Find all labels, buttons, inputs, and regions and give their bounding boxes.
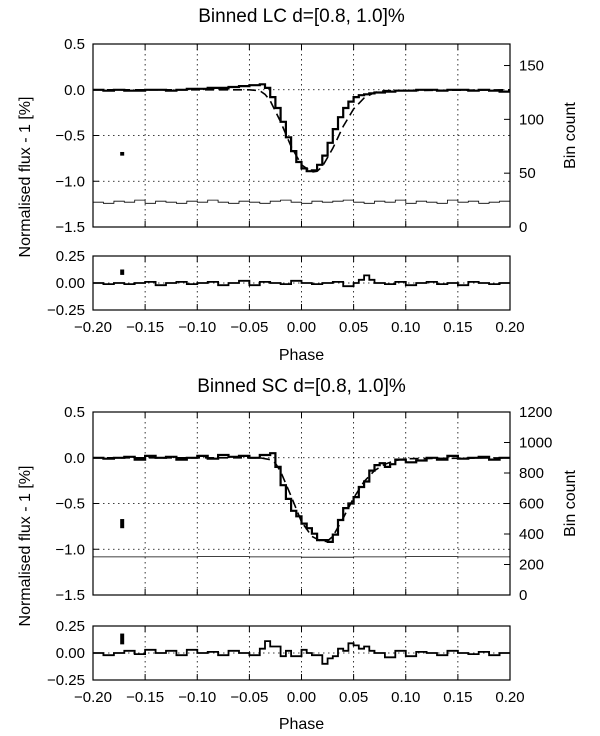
y-tick-label: −1.5	[55, 219, 85, 236]
x-tick-label: 0.05	[339, 689, 368, 706]
chart-title-1: Binned SC d=[0.8, 1.0]%	[197, 376, 406, 397]
x-tick-label: −0.15	[126, 689, 164, 706]
residual-y-tick-label: 0.00	[56, 275, 85, 292]
y2-tick-label: 0	[519, 219, 527, 236]
main-panel-frame	[92, 43, 511, 228]
x-axis-label: Phase	[279, 716, 324, 733]
y2-tick-label: 200	[519, 557, 544, 574]
bin-count-series	[93, 199, 510, 204]
y2-tick-label: 150	[519, 58, 544, 75]
binned-flux-series	[93, 83, 510, 173]
y-axis-label: Normalised flux - 1 [%]	[17, 466, 34, 627]
model-curve	[93, 89, 511, 173]
residual-panel-frame	[92, 255, 511, 311]
model-curve	[93, 457, 511, 543]
residual-panel-frame	[92, 625, 511, 681]
x-axis-label: Phase	[279, 347, 324, 364]
x-tick-label: 0.00	[287, 689, 316, 706]
chart-title-0: Binned LC d=[0.8, 1.0]%	[198, 6, 405, 27]
x-tick-label: −0.10	[178, 319, 216, 336]
y-tick-label: −1.0	[55, 541, 85, 558]
x-tick-label: −0.20	[74, 319, 112, 336]
y2-tick-label: 1200	[519, 404, 552, 421]
main-panel-frame	[92, 411, 511, 596]
x-tick-label: −0.05	[230, 319, 268, 336]
x-tick-label: 0.15	[443, 319, 472, 336]
y2-tick-label: 1000	[519, 435, 552, 452]
binned-flux-series	[93, 452, 510, 543]
y2-tick-label: 100	[519, 111, 544, 128]
x-tick-label: 0.00	[287, 319, 316, 336]
x-tick-label: 0.20	[495, 689, 524, 706]
x-tick-label: −0.20	[74, 689, 112, 706]
residual-series	[93, 640, 510, 665]
x-tick-label: −0.05	[230, 689, 268, 706]
y2-tick-label: 400	[519, 526, 544, 543]
y-tick-label: −1.5	[55, 587, 85, 604]
residual-y-tick-label: 0.25	[56, 618, 85, 635]
y2-tick-label: 600	[519, 496, 544, 513]
residual-y-tick-label: 0.00	[56, 645, 85, 662]
x-tick-label: −0.10	[178, 689, 216, 706]
x-tick-label: −0.15	[126, 319, 164, 336]
y-tick-label: 0.0	[64, 450, 85, 467]
y2-tick-label: 50	[519, 165, 536, 182]
y-axis-label: Normalised flux - 1 [%]	[17, 97, 34, 258]
x-tick-label: 0.20	[495, 319, 524, 336]
y2-tick-label: 0	[519, 587, 527, 604]
residual-y-tick-label: 0.25	[56, 248, 85, 265]
y2-axis-label: Bin count	[562, 470, 579, 537]
residual-y-tick-label: −0.25	[47, 672, 85, 689]
bin-count-series	[93, 556, 510, 558]
residual-y-tick-label: −0.25	[47, 302, 85, 319]
y-tick-label: −0.5	[55, 128, 85, 145]
x-tick-label: 0.15	[443, 689, 472, 706]
y-tick-label: −0.5	[55, 496, 85, 513]
y-tick-label: 0.0	[64, 82, 85, 99]
residual-series	[93, 274, 510, 288]
x-tick-label: 0.10	[391, 319, 420, 336]
y-tick-label: −1.0	[55, 173, 85, 190]
y2-tick-label: 800	[519, 465, 544, 482]
y-tick-label: 0.5	[64, 36, 85, 53]
x-tick-label: 0.05	[339, 319, 368, 336]
y-tick-label: 0.5	[64, 404, 85, 421]
y2-axis-label: Bin count	[562, 102, 579, 169]
x-tick-label: 0.10	[391, 689, 420, 706]
